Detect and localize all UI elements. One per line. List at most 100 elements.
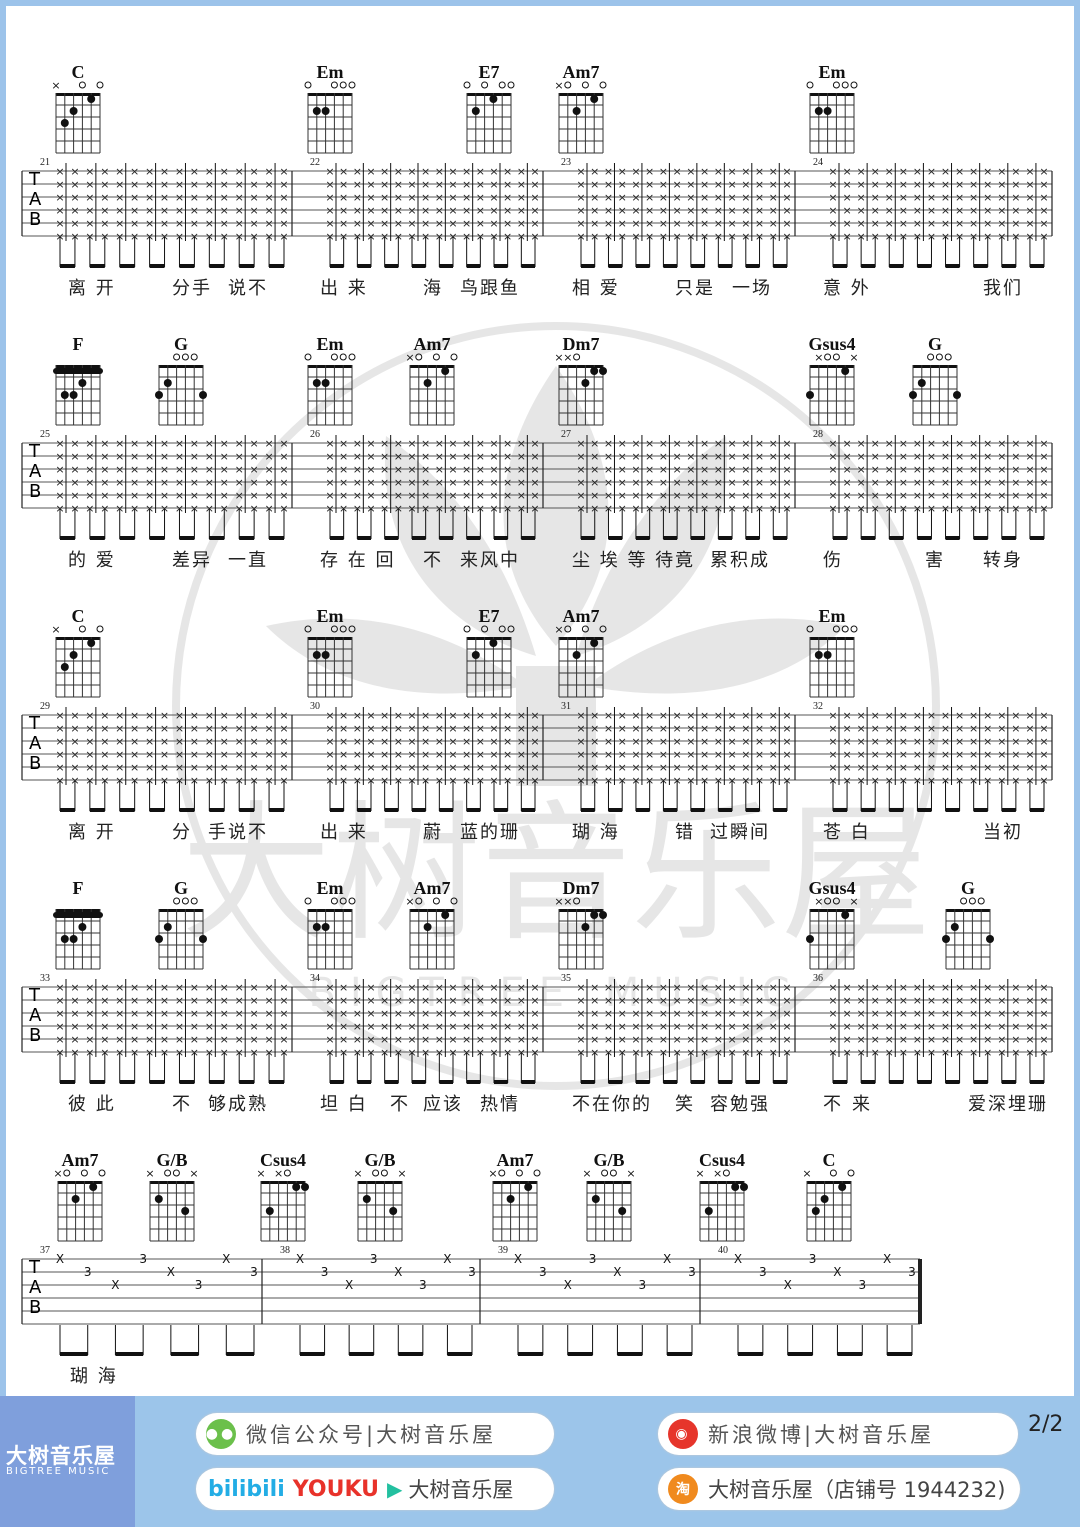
muted-strum-x: × bbox=[407, 1020, 416, 1033]
muted-strum-x: × bbox=[842, 722, 851, 735]
open-string-mark bbox=[824, 353, 832, 361]
muted-strum-x: × bbox=[503, 230, 512, 243]
muted-strum-x: × bbox=[913, 204, 922, 217]
muted-strum-x: × bbox=[279, 191, 288, 204]
muted-strum-x: × bbox=[476, 1046, 485, 1059]
muted-strum-x: × bbox=[645, 981, 654, 994]
muted-strum-x: × bbox=[857, 217, 866, 230]
lyric: 热情 bbox=[480, 1094, 520, 1115]
taobao-link[interactable]: 淘 大树音乐屋（店铺号 1944232) bbox=[658, 1468, 1020, 1510]
muted-strum-x: × bbox=[380, 230, 389, 243]
muted-strum-x: × bbox=[828, 981, 837, 994]
muted-strum-x: × bbox=[115, 722, 124, 735]
muted-strum-x: × bbox=[339, 165, 348, 178]
muted-strum-x: × bbox=[100, 748, 109, 761]
muted-strum-x: × bbox=[421, 1033, 430, 1046]
wechat-link[interactable]: ●● 微信公众号|大树音乐屋 bbox=[196, 1413, 554, 1455]
lyric: 我们 bbox=[983, 278, 1023, 299]
finger-dot bbox=[489, 639, 498, 647]
muted-string-mark: × bbox=[256, 1167, 265, 1180]
muted-strum-x: × bbox=[462, 722, 471, 735]
muted-strum-x: × bbox=[530, 1007, 539, 1020]
finger-dot bbox=[581, 379, 590, 387]
muted-strum-x: × bbox=[913, 489, 922, 502]
muted-strum-x: × bbox=[530, 204, 539, 217]
finger-dot bbox=[78, 923, 87, 931]
muted-strum-x: × bbox=[899, 1046, 908, 1059]
beam bbox=[917, 264, 932, 268]
muted-strum-x: × bbox=[353, 178, 362, 191]
muted-strum-x: × bbox=[714, 1007, 723, 1020]
chord-diagram bbox=[909, 353, 961, 426]
muted-strum-x: × bbox=[576, 463, 585, 476]
muted-strum-x: × bbox=[85, 722, 94, 735]
muted-strum-x: × bbox=[1039, 709, 1048, 722]
muted-strum-x: × bbox=[755, 204, 764, 217]
muted-strum-x: × bbox=[85, 191, 94, 204]
brand-block: 大树音乐屋 BIGTREE MUSIC bbox=[0, 1396, 135, 1527]
chord-diagram: × bbox=[554, 623, 607, 698]
tab-note: X bbox=[222, 1252, 230, 1266]
muted-strum-x: × bbox=[857, 1046, 866, 1059]
muted-strum-x: × bbox=[145, 463, 154, 476]
muted-strum-x: × bbox=[1025, 1007, 1034, 1020]
muted-strum-x: × bbox=[857, 774, 866, 787]
finger-dot bbox=[806, 391, 814, 399]
beam bbox=[119, 536, 135, 540]
muted-strum-x: × bbox=[325, 774, 334, 787]
muted-strum-x: × bbox=[983, 1020, 992, 1033]
muted-strum-x: × bbox=[55, 502, 64, 515]
muted-strum-x: × bbox=[842, 981, 851, 994]
muted-strum-x: × bbox=[714, 476, 723, 489]
muted-strum-x: × bbox=[115, 1046, 124, 1059]
muted-strum-x: × bbox=[205, 178, 214, 191]
muted-string-mark: × bbox=[695, 1167, 704, 1180]
muted-strum-x: × bbox=[576, 735, 585, 748]
muted-strum-x: × bbox=[645, 204, 654, 217]
muted-strum-x: × bbox=[782, 748, 791, 761]
muted-strum-x: × bbox=[394, 774, 403, 787]
muted-strum-x: × bbox=[476, 722, 485, 735]
beam bbox=[521, 1080, 535, 1084]
finger-dot bbox=[181, 1207, 190, 1215]
beam bbox=[149, 264, 165, 268]
muted-strum-x: × bbox=[366, 502, 375, 515]
muted-strum-x: × bbox=[899, 463, 908, 476]
muted-strum-x: × bbox=[997, 761, 1006, 774]
video-links[interactable]: bilibili YOUKU ▶ 大树音乐屋 bbox=[196, 1468, 554, 1510]
open-string-mark bbox=[181, 353, 189, 361]
muted-strum-x: × bbox=[755, 1033, 764, 1046]
muted-strum-x: × bbox=[700, 463, 709, 476]
muted-strum-x: × bbox=[530, 230, 539, 243]
muted-strum-x: × bbox=[175, 761, 184, 774]
muted-strum-x: × bbox=[885, 1007, 894, 1020]
muted-strum-x: × bbox=[686, 489, 695, 502]
muted-strum-x: × bbox=[983, 748, 992, 761]
muted-strum-x: × bbox=[941, 735, 950, 748]
muted-strum-x: × bbox=[517, 735, 526, 748]
muted-strum-x: × bbox=[631, 178, 640, 191]
muted-strum-x: × bbox=[476, 709, 485, 722]
muted-strum-x: × bbox=[220, 489, 229, 502]
muted-strum-x: × bbox=[700, 1007, 709, 1020]
muted-strum-x: × bbox=[899, 981, 908, 994]
muted-strum-x: × bbox=[462, 463, 471, 476]
weibo-link[interactable]: ◉ 新浪微博|大树音乐屋 bbox=[658, 1413, 1018, 1455]
muted-strum-x: × bbox=[339, 476, 348, 489]
chord-diagram bbox=[53, 365, 103, 426]
muted-strum-x: × bbox=[913, 774, 922, 787]
muted-strum-x: × bbox=[462, 1020, 471, 1033]
open-string-mark bbox=[722, 1169, 730, 1177]
muted-strum-x: × bbox=[913, 463, 922, 476]
muted-strum-x: × bbox=[220, 981, 229, 994]
muted-strum-x: × bbox=[462, 994, 471, 1007]
beam bbox=[209, 808, 225, 812]
muted-strum-x: × bbox=[220, 1033, 229, 1046]
finger-dot bbox=[814, 651, 823, 659]
muted-strum-x: × bbox=[70, 450, 79, 463]
muted-strum-x: × bbox=[448, 748, 457, 761]
muted-strum-x: × bbox=[279, 981, 288, 994]
muted-strum-x: × bbox=[489, 502, 498, 515]
muted-strum-x: × bbox=[476, 204, 485, 217]
tab-note: 3 bbox=[809, 1252, 817, 1266]
